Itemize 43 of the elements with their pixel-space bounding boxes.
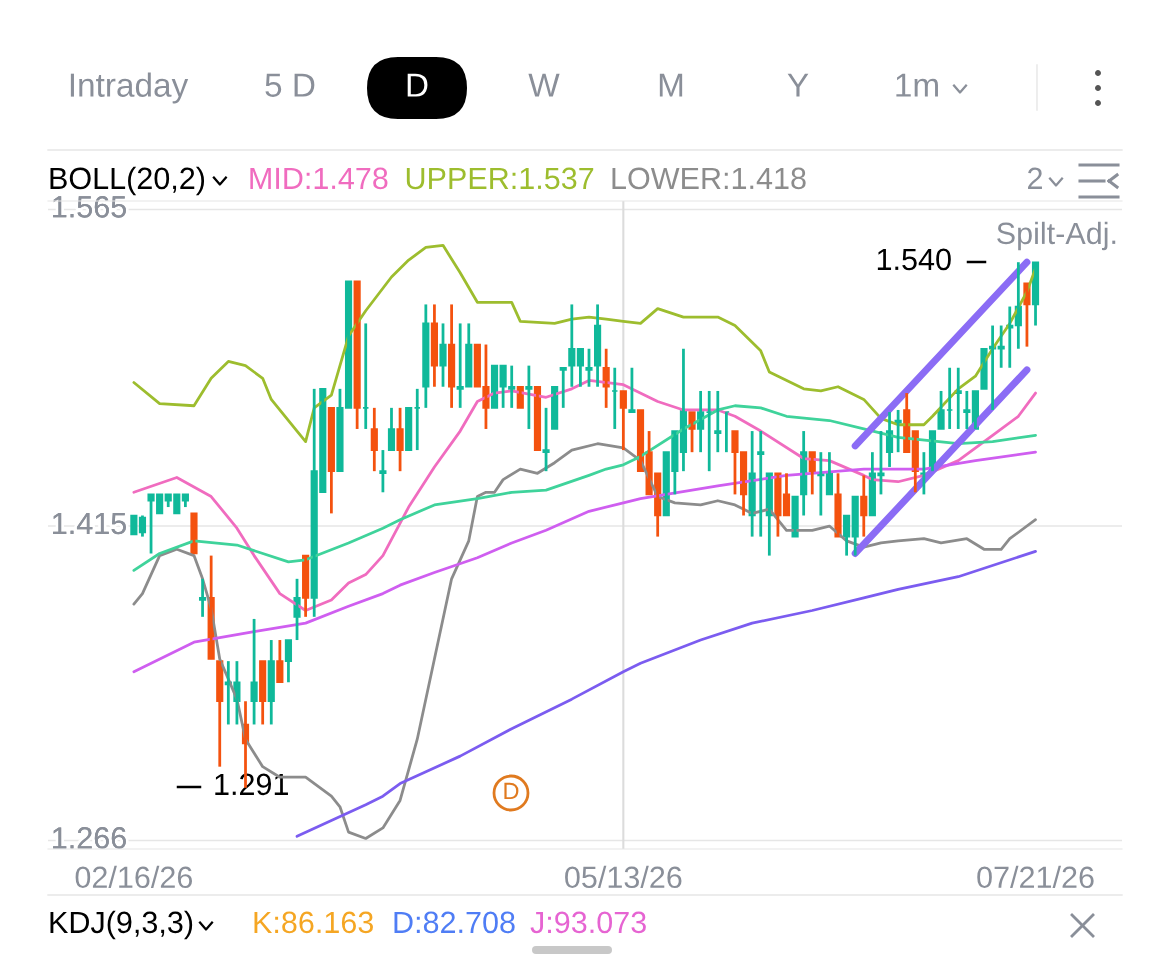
candlestick xyxy=(628,366,636,414)
y-tick-label: 1.565 xyxy=(53,196,126,218)
candlestick xyxy=(928,429,937,473)
line-series xyxy=(132,404,1037,572)
text: MID:1.478 xyxy=(250,167,388,190)
text: D xyxy=(407,73,428,97)
text: Y xyxy=(787,73,809,97)
candlestick xyxy=(542,406,550,473)
candlestick xyxy=(971,389,979,431)
line-series xyxy=(295,549,1037,838)
text: D:82.708 xyxy=(394,911,515,934)
annotation: 1.540 xyxy=(877,248,951,271)
candlestick xyxy=(516,385,524,410)
candlestick xyxy=(490,364,499,410)
y-tick-label: 1.266 xyxy=(53,827,126,849)
x-tick-label: 07/21/26 xyxy=(977,865,1094,889)
text: 5 D xyxy=(265,73,315,97)
y-tick-label: 1.415 xyxy=(53,512,126,535)
candlestick xyxy=(551,385,559,431)
candlestick xyxy=(791,495,799,538)
text: 2 xyxy=(1028,167,1042,189)
text: KDJ(9,3,3) xyxy=(50,910,193,940)
candlestick xyxy=(405,407,413,451)
annotation: D xyxy=(504,782,519,800)
candlestick xyxy=(533,385,542,452)
candlestick xyxy=(190,512,198,555)
text: LOWER:1.418 xyxy=(612,167,806,190)
candlestick xyxy=(130,514,138,536)
annotation: Spilt-Adj. xyxy=(997,221,1116,251)
text: 1m xyxy=(896,73,938,97)
chart-title: BOLL(20,2) xyxy=(50,166,205,196)
text: UPPER:1.537 xyxy=(406,167,594,190)
annotation: 1.291 xyxy=(215,773,288,796)
text: K:86.163 xyxy=(254,911,373,934)
text: Intraday xyxy=(70,72,189,104)
line-series xyxy=(132,450,1037,674)
x-tick-label: 05/13/26 xyxy=(565,865,682,889)
candlestick xyxy=(636,408,645,473)
text: M xyxy=(659,73,683,97)
text: W xyxy=(528,73,560,97)
x-tick-label: 02/16/26 xyxy=(75,865,192,889)
text: J:93.073 xyxy=(530,911,646,934)
candlestick xyxy=(585,347,593,389)
